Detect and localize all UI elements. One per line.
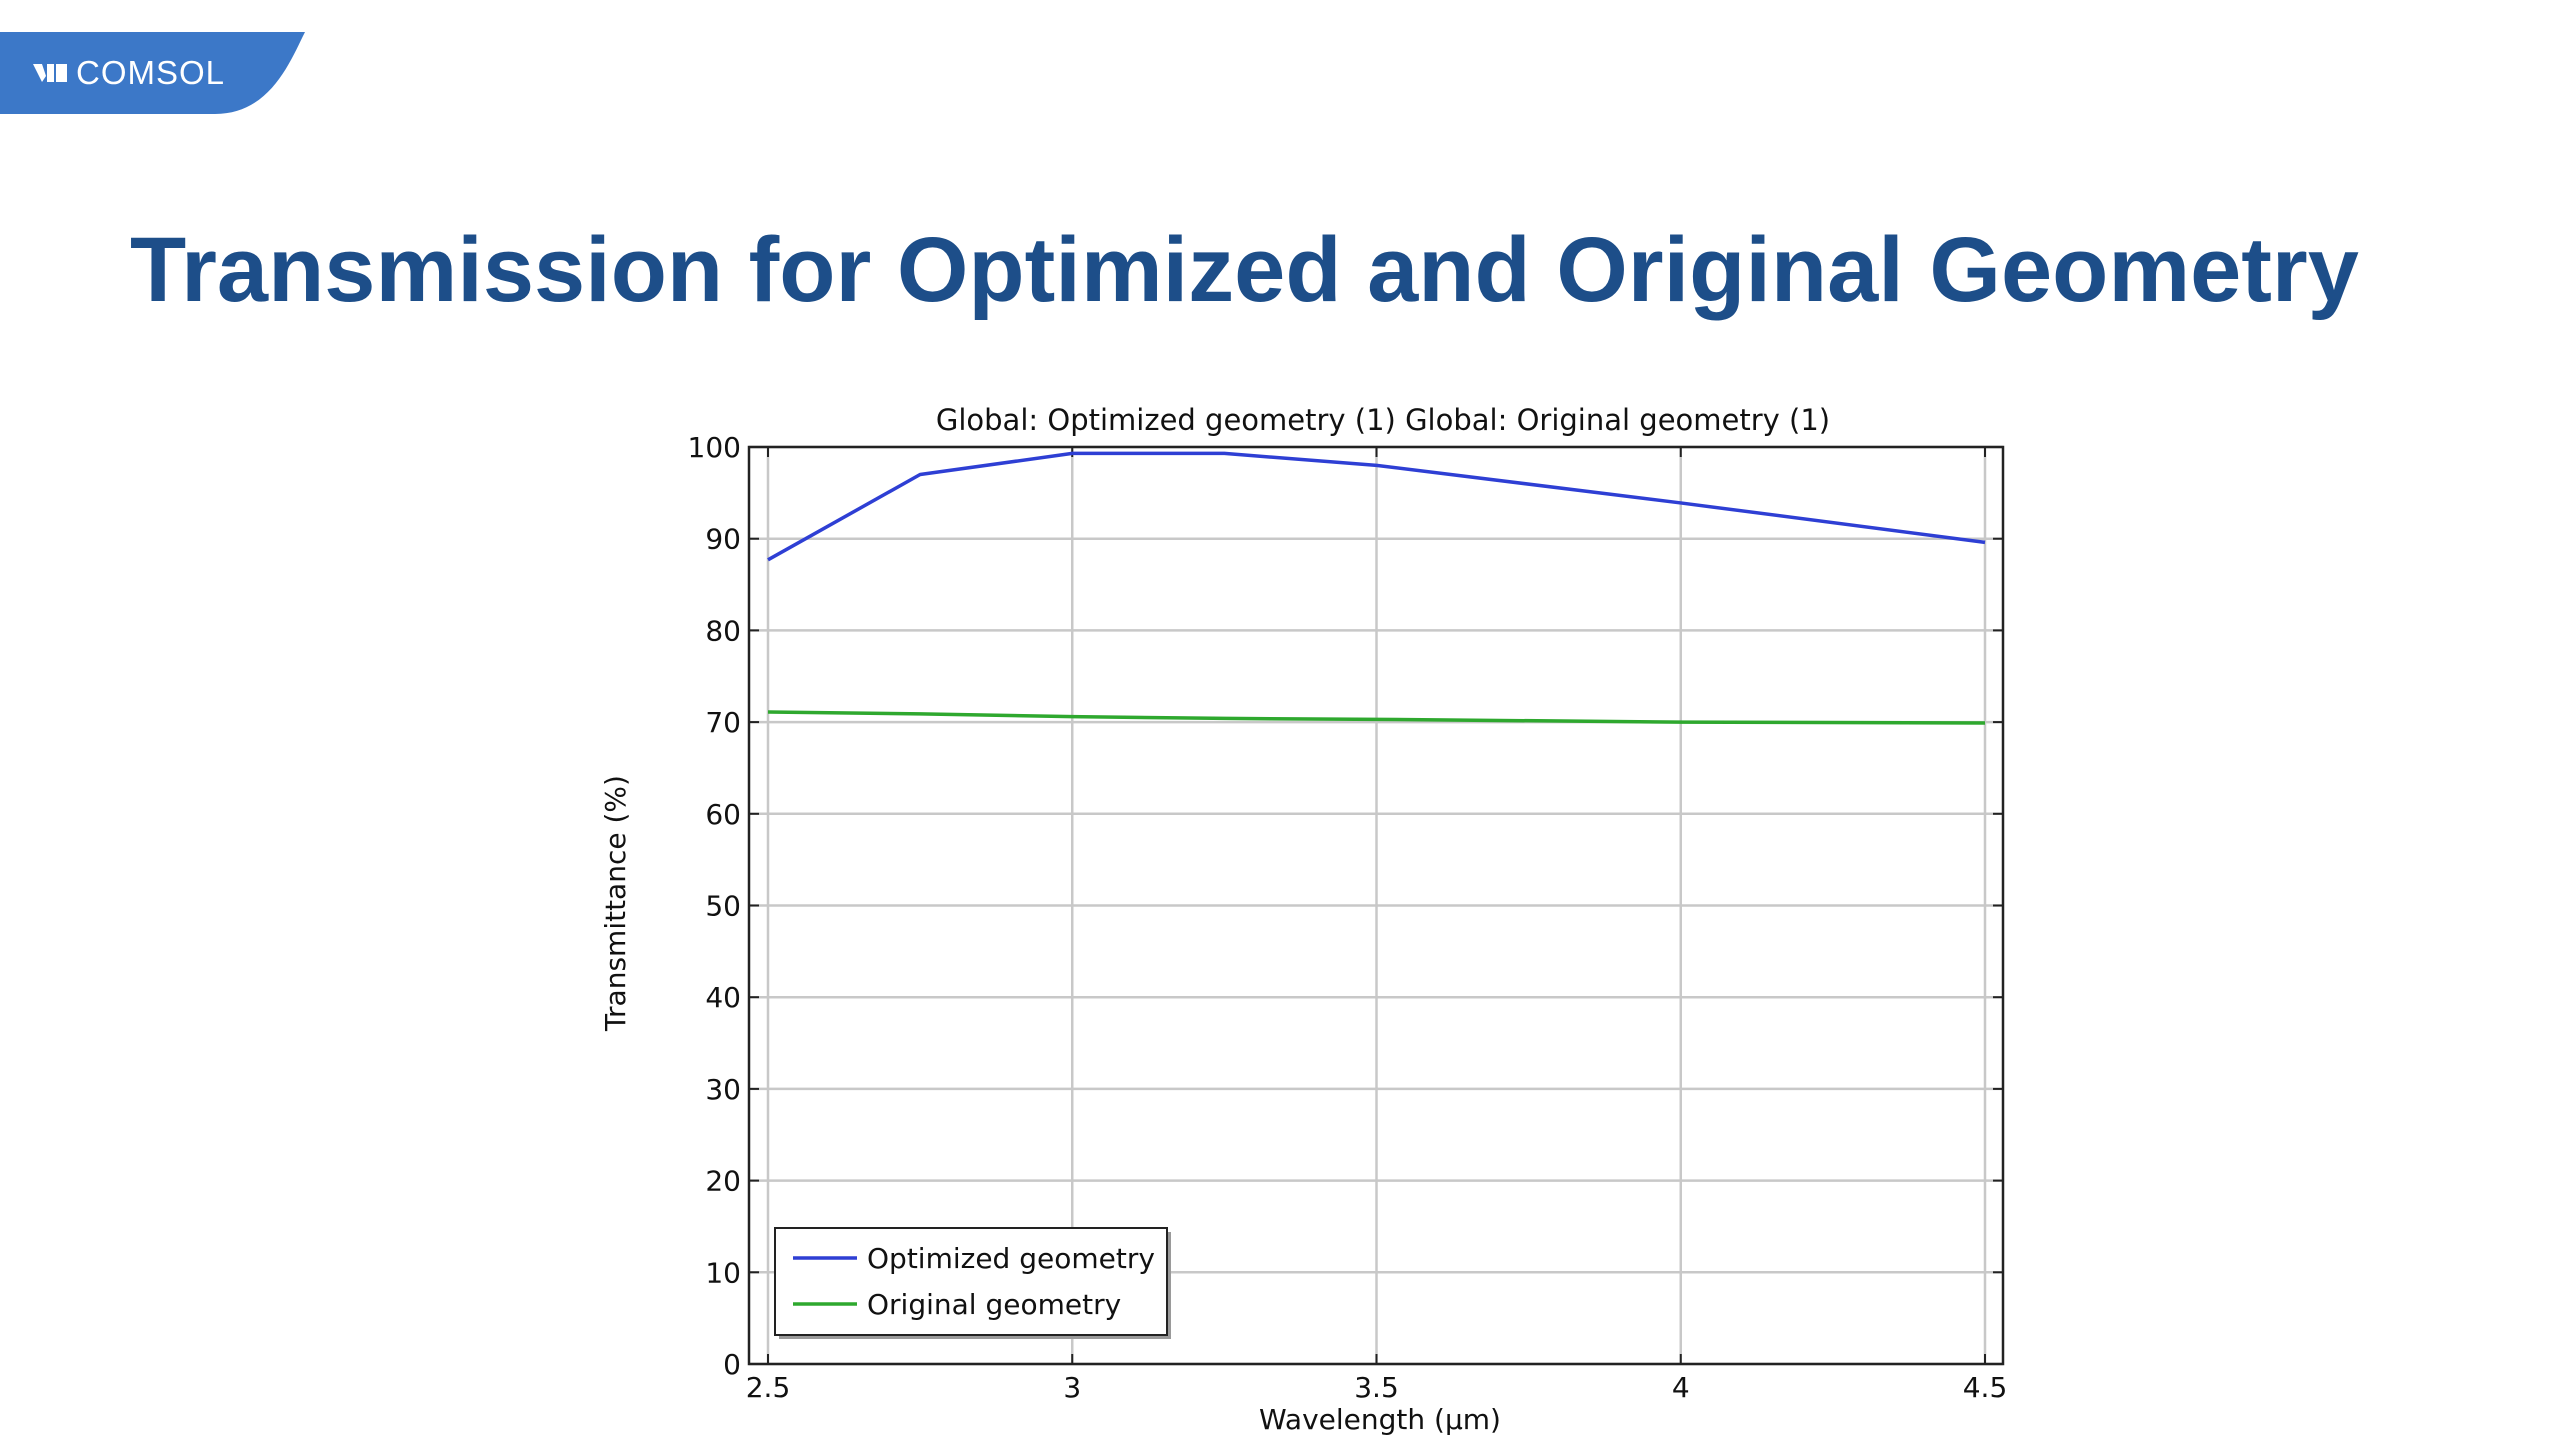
chart-legend: Optimized geometry Original geometry	[774, 1227, 1171, 1339]
y-tick-label: 70	[705, 706, 741, 739]
logo-text: COMSOL	[76, 54, 226, 91]
x-tick-label: 4	[1672, 1371, 1690, 1404]
logo-tab-shape	[0, 32, 305, 114]
comsol-logo: COMSOL	[0, 32, 305, 114]
comsol-mark-icon	[33, 64, 67, 82]
y-tick-label: 20	[705, 1165, 741, 1198]
legend-label: Optimized geometry	[867, 1242, 1155, 1275]
legend-box	[774, 1227, 1168, 1336]
y-tick-label: 100	[688, 431, 741, 464]
y-axis-label: Transmittance (%)	[599, 775, 632, 1032]
y-tick-label: 10	[705, 1256, 741, 1289]
y-tick-label: 40	[705, 981, 741, 1014]
y-tick-label: 0	[723, 1348, 741, 1381]
page-title: Transmission for Optimized and Original …	[130, 219, 2359, 321]
series-line-optimized-geometry	[767, 451, 1986, 562]
plot-frame	[747, 445, 2005, 1366]
y-tick-label: 80	[705, 614, 741, 647]
x-tick-label: 4.5	[1963, 1371, 2008, 1404]
y-tick-label: 60	[705, 798, 741, 831]
y-tick-label: 50	[705, 890, 741, 923]
chart-title: Global: Optimized geometry (1) Global: O…	[936, 403, 1830, 437]
legend-label: Original geometry	[867, 1288, 1121, 1321]
x-tick-label: 3.5	[1354, 1371, 1399, 1404]
y-tick-label: 30	[705, 1073, 741, 1106]
y-tick-label: 90	[705, 523, 741, 556]
series-line-original-geometry	[767, 710, 1986, 725]
x-tick-label: 3	[1063, 1371, 1081, 1404]
x-tick-label: 2.5	[746, 1371, 791, 1404]
x-axis-label: Wavelength (µm)	[1259, 1403, 1501, 1436]
